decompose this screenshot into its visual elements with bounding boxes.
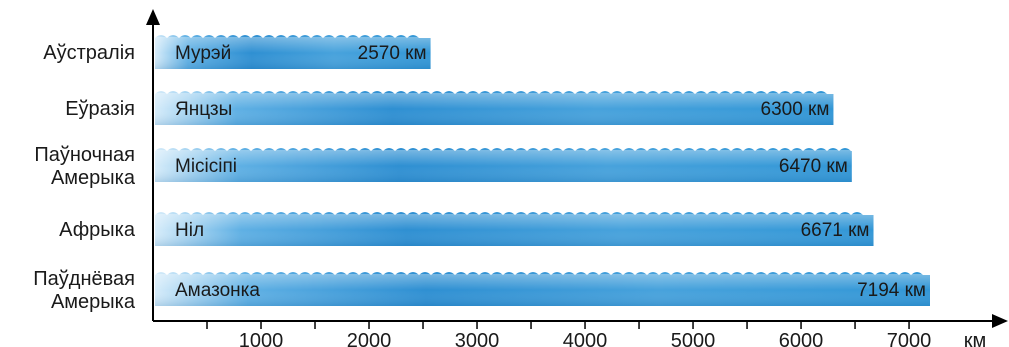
bar-value-label: 7194 км <box>857 280 926 301</box>
bar-value-label: 6470 км <box>779 156 848 177</box>
river-name-label: Ніл <box>175 220 204 241</box>
bar-shine <box>155 150 852 182</box>
bar-5 <box>155 272 930 306</box>
y-axis-arrow <box>146 9 160 25</box>
x-tick-label: 1000 <box>239 330 284 347</box>
x-tick-label: 7000 <box>887 330 932 347</box>
continent-label: Еўразія <box>65 98 135 120</box>
continent-label: Афрыка <box>59 219 136 241</box>
x-tick-label: 2000 <box>347 330 392 347</box>
bar-shine <box>155 93 834 125</box>
bar-shine <box>155 37 431 69</box>
bar-1 <box>155 35 431 69</box>
continent-label: Паўднёвая Амерыка <box>33 268 136 313</box>
continent-label: Паўночная Амерыка <box>34 144 136 189</box>
river-name-label: Янцзы <box>175 99 232 120</box>
x-tick-label: 6000 <box>779 330 824 347</box>
bar-value-label: 2570 км <box>358 43 427 64</box>
x-tick-label: 4000 <box>563 330 608 347</box>
bar-4 <box>155 212 874 246</box>
bar-value-label: 6300 км <box>761 99 830 120</box>
river-name-label: Амазонка <box>175 280 260 301</box>
bar-3 <box>155 148 852 182</box>
continent-label: Аўстралія <box>43 42 135 64</box>
x-axis-arrow <box>992 314 1008 328</box>
x-tick-label: 5000 <box>671 330 716 347</box>
x-tick-label: 3000 <box>455 330 500 347</box>
river-name-label: Місісіпі <box>175 156 237 177</box>
river-name-label: Мурэй <box>175 43 231 64</box>
bar-value-label: 6671 км <box>801 220 870 241</box>
bar-shine <box>155 214 874 246</box>
x-axis-unit-label: км <box>964 330 987 347</box>
bar-shine <box>155 274 930 306</box>
bar-2 <box>155 91 834 125</box>
